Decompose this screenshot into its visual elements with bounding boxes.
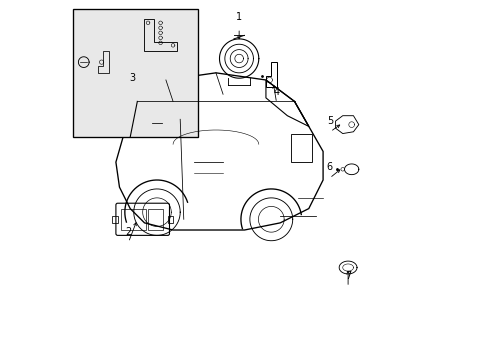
Bar [290, 134, 312, 162]
Text: 1: 1 [236, 13, 242, 22]
Bar [112, 216, 118, 223]
Text: 4: 4 [273, 87, 279, 98]
Text: 6: 6 [326, 162, 332, 172]
Bar [73, 9, 198, 137]
Text: 3: 3 [129, 73, 135, 83]
Bar [167, 216, 173, 223]
Bar [148, 208, 163, 230]
Text: 7: 7 [344, 271, 350, 282]
Bar [121, 208, 146, 230]
Text: 2: 2 [125, 227, 131, 237]
Text: 5: 5 [326, 116, 333, 126]
